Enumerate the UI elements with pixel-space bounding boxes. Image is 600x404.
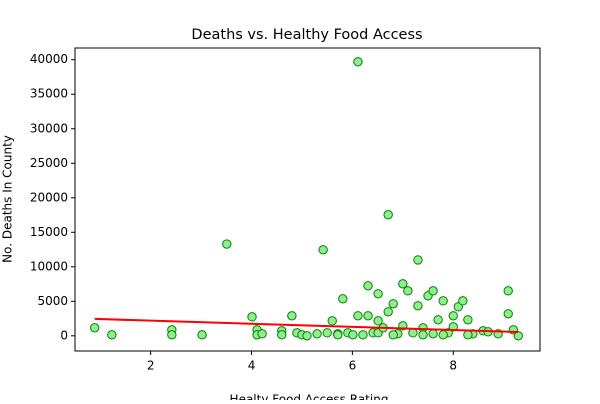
point — [89, 323, 100, 333]
point — [348, 330, 358, 340]
point — [257, 329, 267, 339]
point — [383, 210, 393, 220]
x-axis-label: Healty Food Access Rating — [230, 393, 389, 401]
point — [388, 330, 398, 340]
chart-title: Deaths vs. Healthy Food Access — [191, 27, 422, 43]
point — [503, 309, 513, 319]
point — [338, 294, 348, 304]
y-tick-label: 40000 — [30, 52, 68, 66]
y-tick-label: 20000 — [30, 190, 68, 204]
x-tick-label: 2 — [147, 359, 155, 373]
point — [247, 312, 257, 322]
point — [107, 330, 117, 340]
point — [463, 315, 473, 325]
point — [222, 239, 232, 249]
plot-frame — [74, 47, 541, 352]
point — [418, 330, 428, 340]
y-tick-label: 30000 — [30, 121, 68, 135]
point — [458, 296, 468, 306]
point — [318, 245, 328, 255]
point — [438, 330, 448, 340]
point — [403, 286, 413, 296]
point — [438, 296, 448, 306]
y-tick-label: 25000 — [30, 156, 68, 170]
point — [358, 330, 368, 340]
point — [277, 330, 287, 340]
point — [448, 311, 458, 321]
point — [388, 299, 398, 309]
x-tick-label: 4 — [248, 359, 256, 373]
point — [333, 330, 343, 340]
point — [413, 255, 423, 265]
point — [312, 329, 322, 339]
point — [302, 331, 312, 341]
point — [428, 329, 438, 339]
x-tick-label: 8 — [449, 359, 457, 373]
point — [353, 311, 363, 321]
y-axis-label: No. Deaths In County — [1, 135, 15, 263]
point — [322, 328, 332, 338]
point — [363, 281, 373, 291]
point — [428, 286, 438, 296]
point — [363, 311, 373, 321]
y-tick-label: 10000 — [30, 259, 68, 273]
y-tick-label: 15000 — [30, 225, 68, 239]
point — [287, 311, 297, 321]
point — [353, 57, 363, 67]
trend-line — [94, 317, 519, 334]
point — [327, 316, 337, 326]
point — [433, 315, 443, 325]
point — [398, 279, 408, 289]
y-tick-label: 5000 — [37, 294, 68, 308]
point — [408, 328, 418, 338]
point — [373, 289, 383, 299]
point — [383, 307, 393, 317]
point — [373, 316, 383, 326]
point — [197, 330, 207, 340]
point — [167, 330, 177, 340]
point — [463, 330, 473, 340]
point — [413, 301, 423, 311]
y-tick-label: 0 — [60, 328, 68, 342]
point — [503, 286, 513, 296]
y-tick-label: 35000 — [30, 87, 68, 101]
x-tick-label: 6 — [349, 359, 357, 373]
